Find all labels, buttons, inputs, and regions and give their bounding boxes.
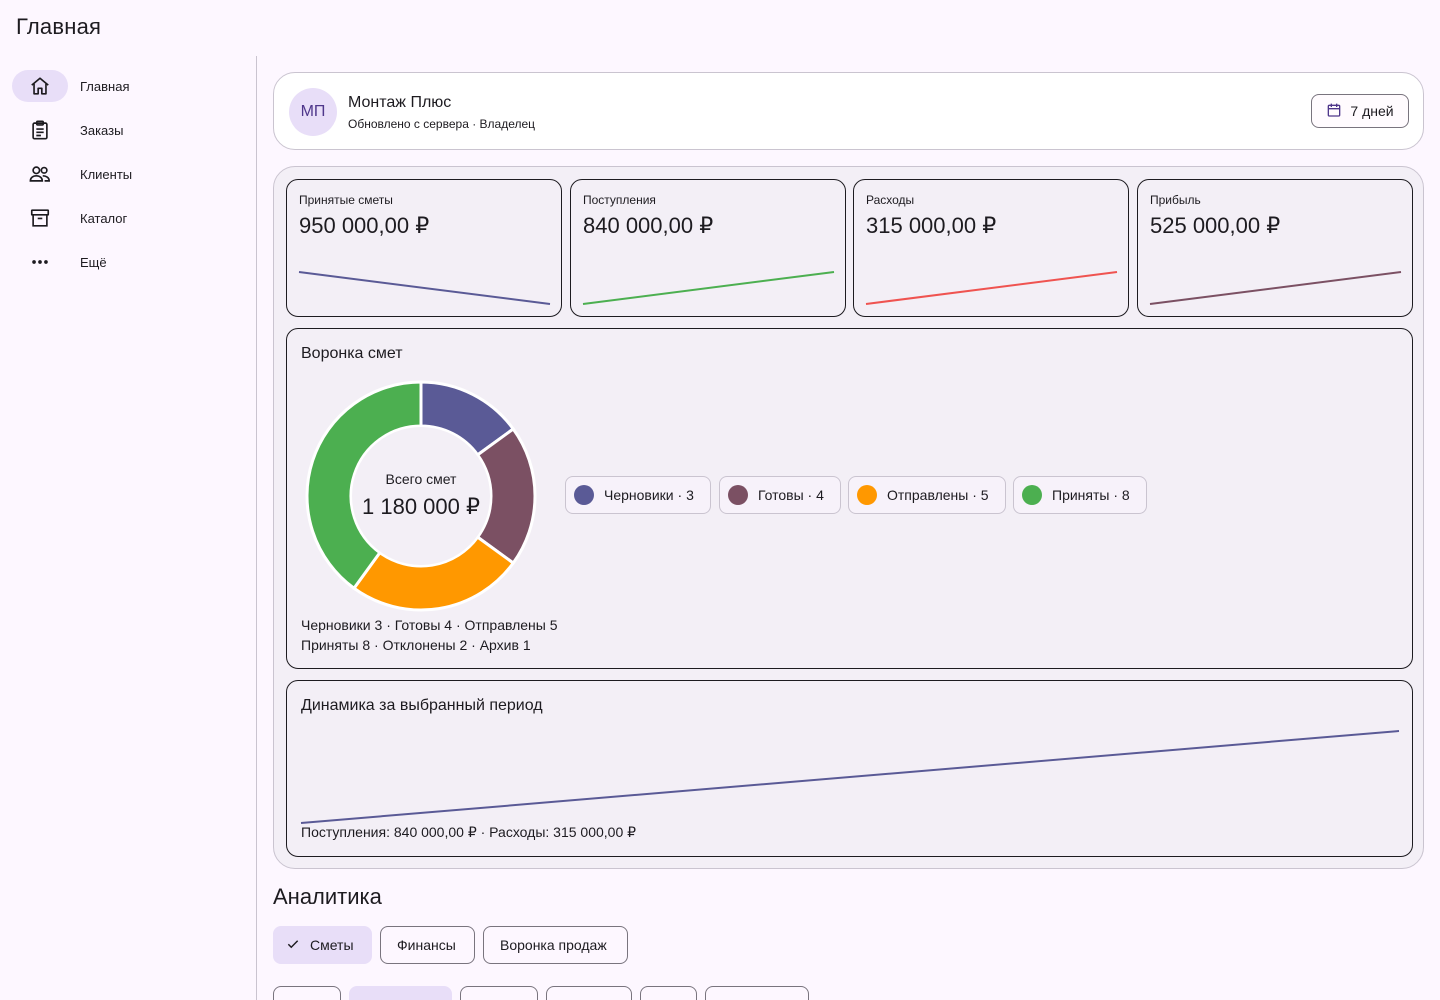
legend-chip-ready[interactable]: Готовы · 4: [719, 476, 841, 514]
kpi-value: 840 000,00 ₽: [583, 213, 714, 238]
kpi-label: Поступления: [583, 193, 656, 207]
funnel-donut-chart: [305, 380, 537, 612]
dashboard-panel: Принятые сметы 950 000,00 ₽ Поступления …: [273, 166, 1424, 869]
kpi-sparkline: [298, 271, 551, 305]
sidebar-item-label: Каталог: [80, 210, 128, 226]
donut-center-label: Всего смет: [385, 471, 457, 487]
analytics-title: Аналитика: [273, 884, 382, 909]
dynamics-series-line: [300, 730, 1400, 824]
filter-chip[interactable]: [640, 986, 697, 1000]
funnel-panel: Воронка смет Всего смет 1 180 000 ₽ Черн…: [286, 328, 1413, 669]
tab-label: Финансы: [397, 937, 456, 953]
donut-center-value: 1 180 000 ₽: [362, 494, 480, 519]
clipboard-icon: [12, 114, 68, 146]
legend-label: Отправлены · 5: [887, 487, 989, 503]
kpi-value: 525 000,00 ₽: [1150, 213, 1281, 238]
legend-chip-drafts[interactable]: Черновики · 3: [565, 476, 711, 514]
people-icon: [12, 158, 68, 190]
kpi-sparkline: [1149, 271, 1402, 305]
avatar: МП: [289, 88, 337, 136]
calendar-icon: [1326, 102, 1342, 121]
donut-slice-2: [351, 535, 516, 612]
filter-chip[interactable]: [546, 986, 632, 1000]
check-icon: [286, 937, 300, 954]
legend-dot: [1022, 485, 1042, 505]
sidebar-divider: [256, 56, 257, 1000]
legend-chip-sent[interactable]: Отправлены · 5: [848, 476, 1006, 514]
sidebar-item-label: Ещё: [80, 254, 107, 270]
legend-dot: [728, 485, 748, 505]
sidebar-item-more[interactable]: Ещё: [12, 246, 244, 278]
archive-icon: [12, 202, 68, 234]
funnel-summary-line: Приняты 8 · Отклонены 2 · Архив 1: [301, 637, 531, 653]
more-horizontal-icon: [12, 246, 68, 278]
dynamics-title: Динамика за выбранный период: [301, 697, 543, 714]
company-subtitle: Обновлено с сервера · Владелец: [348, 117, 536, 131]
kpi-card-profit[interactable]: Прибыль 525 000,00 ₽: [1137, 179, 1413, 317]
page-title: Главная: [16, 14, 102, 39]
tab-sales-funnel[interactable]: Воронка продаж: [483, 926, 628, 964]
tab-label: Воронка продаж: [500, 937, 607, 953]
funnel-title: Воронка смет: [301, 345, 403, 362]
tab-estimates[interactable]: Сметы: [273, 926, 372, 964]
dynamics-panel: Динамика за выбранный период Поступления…: [286, 680, 1413, 857]
kpi-sparkline: [865, 271, 1118, 305]
sidebar-item-catalog[interactable]: Каталог: [12, 202, 244, 234]
sidebar-item-label: Клиенты: [80, 166, 133, 182]
kpi-label: Принятые сметы: [299, 193, 393, 207]
legend-label: Черновики · 3: [604, 487, 694, 503]
filter-chip[interactable]: [705, 986, 809, 1000]
sidebar-item-orders[interactable]: Заказы: [12, 114, 244, 146]
kpi-label: Расходы: [866, 193, 915, 207]
kpi-label: Прибыль: [1150, 193, 1201, 207]
company-card: МП Монтаж Плюс Обновлено с сервера · Вла…: [273, 72, 1424, 150]
kpi-card-income[interactable]: Поступления 840 000,00 ₽: [570, 179, 846, 317]
filter-chip[interactable]: [460, 986, 538, 1000]
kpi-value: 950 000,00 ₽: [299, 213, 430, 238]
dynamics-summary: Поступления: 840 000,00 ₽ · Расходы: 315…: [301, 824, 637, 840]
filter-chip[interactable]: [273, 986, 341, 1000]
filter-chip[interactable]: [349, 986, 452, 1000]
legend-label: Приняты · 8: [1052, 487, 1130, 503]
tab-label: Сметы: [310, 937, 354, 953]
period-label: 7 дней: [1350, 103, 1394, 119]
sidebar-item-home[interactable]: Главная: [12, 70, 244, 102]
sidebar-item-label: Главная: [80, 78, 130, 94]
kpi-value: 315 000,00 ₽: [866, 213, 997, 238]
legend-chip-accepted[interactable]: Приняты · 8: [1013, 476, 1147, 514]
legend-dot: [574, 485, 594, 505]
funnel-summary-line: Черновики 3 · Готовы 4 · Отправлены 5: [301, 617, 558, 633]
legend-label: Готовы · 4: [758, 487, 824, 503]
sidebar-item-clients[interactable]: Клиенты: [12, 158, 244, 190]
donut-slice-3: [305, 380, 423, 591]
sidebar-item-label: Заказы: [80, 122, 124, 138]
donut-hole: [352, 427, 490, 565]
legend-dot: [857, 485, 877, 505]
company-name: Монтаж Плюс: [348, 94, 452, 111]
tab-finance[interactable]: Финансы: [380, 926, 475, 964]
kpi-sparkline: [582, 271, 835, 305]
kpi-card-accepted[interactable]: Принятые сметы 950 000,00 ₽: [286, 179, 562, 317]
period-button[interactable]: 7 дней: [1311, 94, 1409, 128]
home-icon: [12, 70, 68, 102]
dynamics-chart: [300, 730, 1400, 824]
kpi-card-expenses[interactable]: Расходы 315 000,00 ₽: [853, 179, 1129, 317]
